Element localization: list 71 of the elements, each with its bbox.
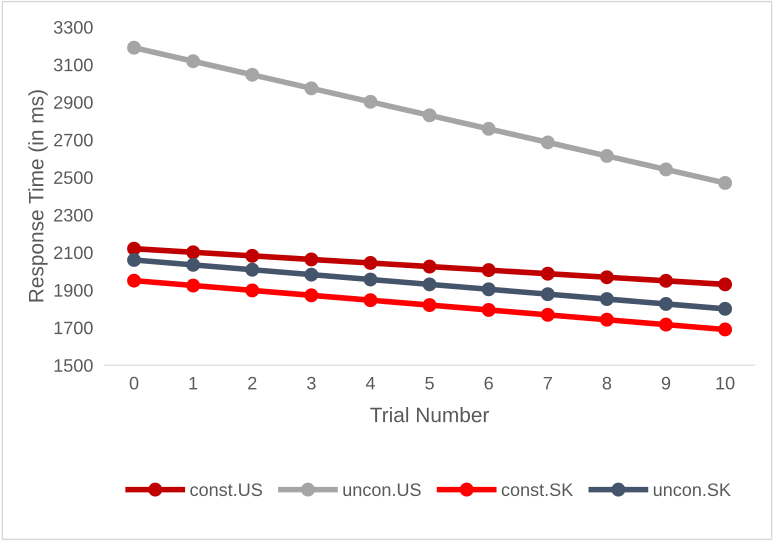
point: [659, 318, 673, 332]
point: [718, 322, 732, 336]
point: [245, 248, 260, 263]
x-axis-title: Trial Number: [370, 407, 490, 422]
point: [540, 308, 555, 322]
y-tick-label: 3300: [54, 20, 93, 34]
y-tick-label: 1900: [54, 284, 93, 297]
point: [600, 270, 614, 284]
point: [186, 258, 200, 272]
x-tick-label: 2: [248, 376, 256, 390]
point: [540, 266, 555, 281]
point: [364, 256, 378, 270]
y-axis-title: Response Time (in ms): [28, 90, 48, 302]
x-tick-label: 6: [484, 376, 493, 390]
point: [422, 277, 437, 292]
point: [659, 162, 673, 176]
point: [364, 272, 378, 286]
point: [304, 268, 318, 282]
point: [718, 302, 732, 316]
y-tick-label: 1500: [54, 359, 93, 372]
y-tick-label: 3100: [54, 58, 93, 72]
point: [186, 278, 200, 292]
point: [422, 298, 437, 312]
point: [127, 40, 141, 55]
point: [482, 303, 496, 317]
point: [600, 292, 614, 306]
point: [304, 81, 318, 96]
point: [659, 274, 673, 288]
point: [540, 287, 555, 302]
point: [127, 274, 141, 288]
point: [304, 252, 318, 266]
point: [482, 263, 496, 278]
point: [186, 54, 200, 68]
point: [127, 242, 141, 256]
point: [659, 296, 673, 311]
legend-label: uncon.SK: [654, 483, 731, 496]
point: [364, 94, 378, 109]
y-tick-label: 1700: [54, 322, 93, 334]
x-tick-label: 10: [716, 376, 734, 390]
x-tick-label: 8: [602, 376, 612, 390]
x-tick-label: 3: [307, 376, 316, 390]
y-tick-label: 2700: [54, 134, 93, 146]
x-tick-label: 1: [190, 376, 198, 390]
x-tick-label: 7: [544, 376, 552, 390]
x-tick-label: 4: [366, 376, 375, 390]
x-tick-label: 9: [662, 376, 670, 390]
point: [245, 68, 260, 82]
x-tick-label: 0: [130, 376, 138, 390]
point: [540, 135, 555, 150]
point: [600, 148, 614, 163]
point: [718, 277, 732, 292]
point: [482, 122, 496, 136]
point: [186, 245, 200, 260]
y-tick-label: 2100: [54, 246, 93, 260]
y-tick-label: 2900: [54, 96, 93, 109]
y-tick-label: 2500: [54, 171, 93, 184]
legend-label: const.US: [190, 483, 262, 496]
point: [245, 283, 260, 298]
x-tick-label: 5: [425, 376, 434, 390]
point: [245, 262, 260, 277]
point: [600, 312, 614, 327]
y-tick-label: 2300: [54, 208, 93, 222]
point: [482, 282, 496, 296]
point: [127, 253, 141, 267]
point: [422, 260, 437, 274]
point: [718, 176, 732, 190]
point: [364, 293, 378, 308]
point: [304, 288, 318, 302]
legend-label: uncon.US: [343, 483, 421, 496]
point: [422, 108, 437, 122]
legend-label: const.SK: [502, 483, 574, 496]
